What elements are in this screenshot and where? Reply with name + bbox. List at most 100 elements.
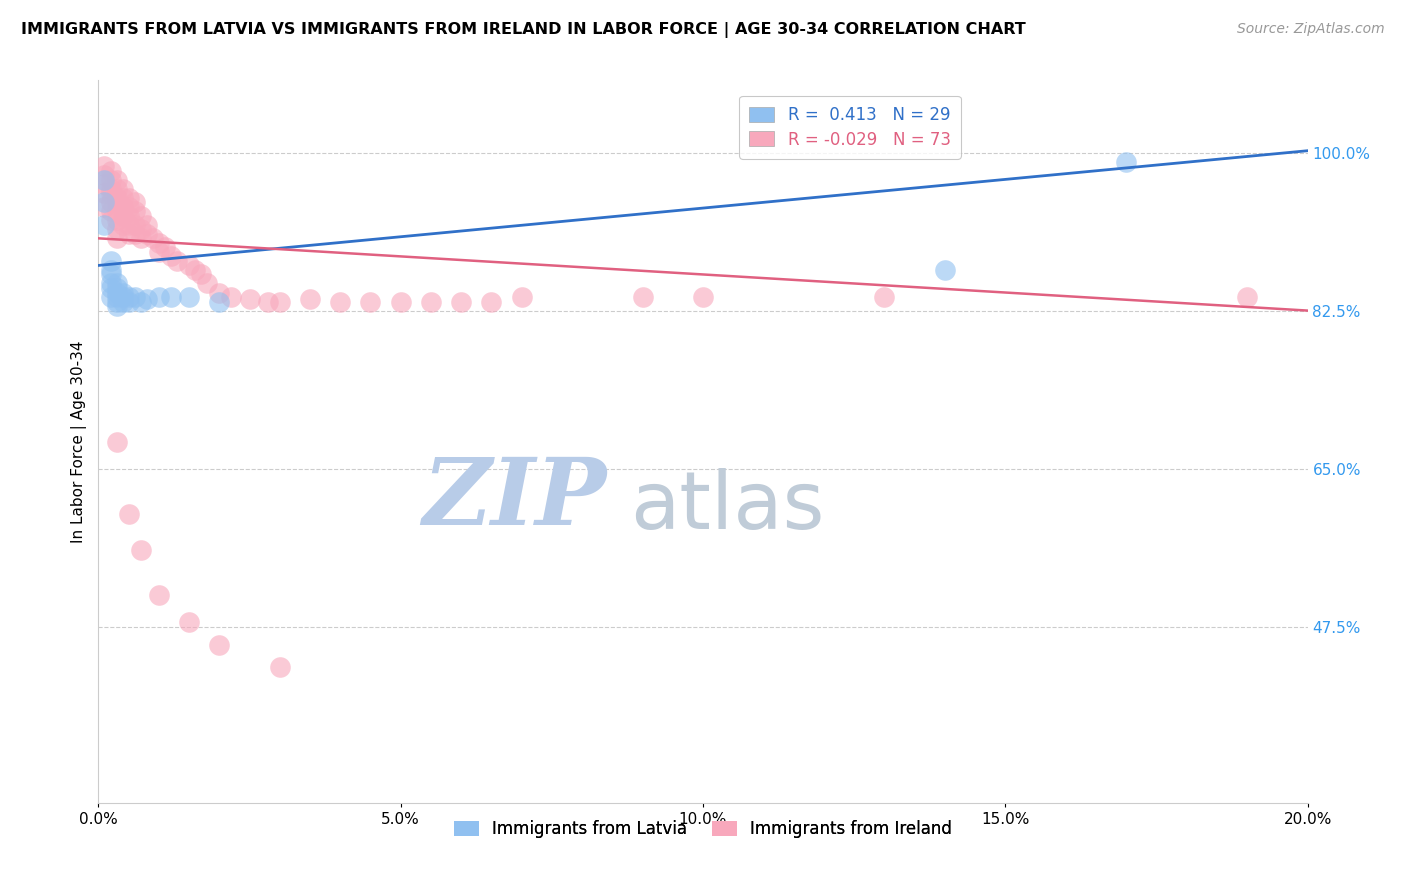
Point — [148, 235, 170, 250]
Point — [153, 240, 176, 254]
Point — [100, 182, 122, 196]
Point — [692, 290, 714, 304]
Point — [118, 294, 141, 309]
Point — [105, 182, 128, 196]
Point — [111, 209, 134, 223]
Y-axis label: In Labor Force | Age 30-34: In Labor Force | Age 30-34 — [72, 340, 87, 543]
Point — [1115, 154, 1137, 169]
Point — [1236, 290, 1258, 304]
Point — [93, 186, 115, 201]
Point — [190, 268, 212, 282]
Point — [105, 299, 128, 313]
Point — [142, 231, 165, 245]
Point — [269, 294, 291, 309]
Point — [118, 200, 141, 214]
Text: atlas: atlas — [630, 467, 825, 546]
Point — [148, 244, 170, 259]
Point — [124, 290, 146, 304]
Point — [118, 209, 141, 223]
Point — [118, 507, 141, 521]
Point — [208, 285, 231, 300]
Point — [93, 195, 115, 210]
Point — [93, 172, 115, 186]
Point — [93, 200, 115, 214]
Point — [100, 268, 122, 282]
Point — [160, 290, 183, 304]
Point — [135, 292, 157, 306]
Point — [118, 191, 141, 205]
Point — [105, 191, 128, 205]
Point — [111, 294, 134, 309]
Point — [118, 218, 141, 232]
Point — [105, 213, 128, 227]
Point — [111, 191, 134, 205]
Point — [299, 292, 322, 306]
Point — [124, 218, 146, 232]
Point — [420, 294, 443, 309]
Point — [360, 294, 382, 309]
Point — [481, 294, 503, 309]
Point — [100, 281, 122, 295]
Text: Source: ZipAtlas.com: Source: ZipAtlas.com — [1237, 22, 1385, 37]
Point — [118, 227, 141, 241]
Point — [111, 290, 134, 304]
Point — [105, 285, 128, 300]
Point — [93, 177, 115, 191]
Point — [105, 290, 128, 304]
Point — [129, 222, 152, 236]
Point — [100, 195, 122, 210]
Point — [179, 290, 201, 304]
Point — [100, 186, 122, 201]
Point — [208, 638, 231, 652]
Point — [111, 285, 134, 300]
Point — [100, 172, 122, 186]
Text: ZIP: ZIP — [422, 454, 606, 544]
Text: IMMIGRANTS FROM LATVIA VS IMMIGRANTS FROM IRELAND IN LABOR FORCE | AGE 30-34 COR: IMMIGRANTS FROM LATVIA VS IMMIGRANTS FRO… — [21, 22, 1026, 38]
Point — [118, 290, 141, 304]
Point — [100, 204, 122, 219]
Point — [269, 660, 291, 674]
Point — [100, 263, 122, 277]
Point — [100, 163, 122, 178]
Point — [179, 259, 201, 273]
Point — [100, 290, 122, 304]
Point — [105, 172, 128, 186]
Point — [105, 231, 128, 245]
Point — [93, 218, 115, 232]
Point — [124, 204, 146, 219]
Point — [93, 168, 115, 182]
Point — [389, 294, 412, 309]
Point — [148, 290, 170, 304]
Point — [135, 218, 157, 232]
Point — [631, 290, 654, 304]
Point — [105, 281, 128, 295]
Point — [105, 204, 128, 219]
Point — [111, 182, 134, 196]
Point — [329, 294, 352, 309]
Point — [184, 263, 207, 277]
Point — [179, 615, 201, 630]
Point — [934, 263, 956, 277]
Point — [105, 434, 128, 449]
Point — [129, 542, 152, 557]
Point — [166, 254, 188, 268]
Point — [111, 200, 134, 214]
Point — [111, 218, 134, 232]
Point — [510, 290, 533, 304]
Point — [148, 588, 170, 602]
Point — [100, 254, 122, 268]
Legend: Immigrants from Latvia, Immigrants from Ireland: Immigrants from Latvia, Immigrants from … — [447, 814, 959, 845]
Point — [135, 227, 157, 241]
Point — [221, 290, 243, 304]
Point — [160, 249, 183, 263]
Point — [195, 277, 218, 291]
Point — [93, 159, 115, 173]
Point — [100, 277, 122, 291]
Point — [105, 222, 128, 236]
Point — [105, 195, 128, 210]
Point — [873, 290, 896, 304]
Point — [124, 227, 146, 241]
Point — [239, 292, 262, 306]
Point — [100, 213, 122, 227]
Point — [105, 277, 128, 291]
